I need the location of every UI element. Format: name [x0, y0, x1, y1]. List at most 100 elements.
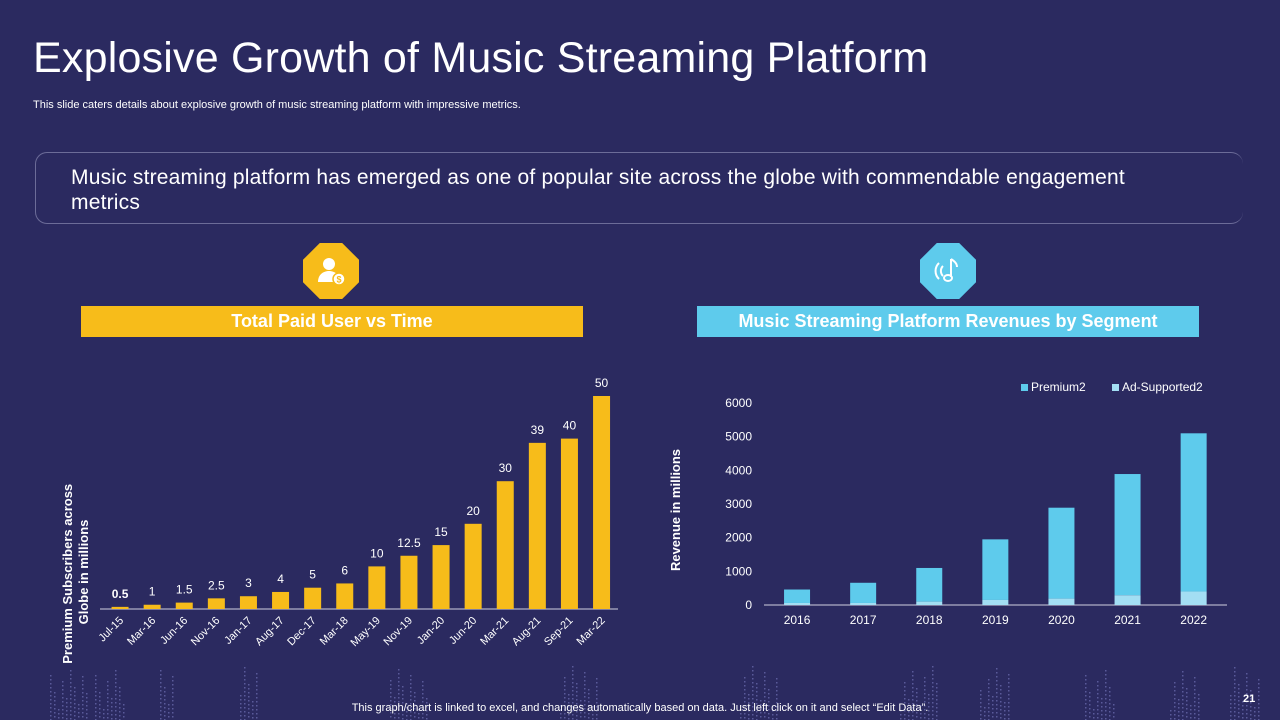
- deco-dot: [1101, 698, 1103, 700]
- deco-dot: [1000, 685, 1002, 687]
- deco-dot: [99, 716, 101, 718]
- deco-dot: [932, 706, 934, 708]
- deco-dot: [1004, 706, 1006, 708]
- deco-dot: [992, 696, 994, 698]
- deco-dot: [752, 666, 754, 668]
- deco-dot: [1105, 702, 1107, 704]
- deco-dot: [776, 718, 778, 720]
- deco-dot: [988, 679, 990, 681]
- deco-dot: [992, 708, 994, 710]
- deco-dot: [576, 699, 578, 701]
- deco-dot: [111, 718, 113, 720]
- deco-dot: [1000, 713, 1002, 715]
- deco-dot: [560, 709, 562, 711]
- deco-dot: [1198, 702, 1200, 704]
- deco-dot: [996, 680, 998, 682]
- deco-dot: [584, 676, 586, 678]
- deco-dot: [418, 717, 420, 719]
- deco-dot: [1089, 704, 1091, 706]
- chart-title-revenues: Music Streaming Platform Revenues by Seg…: [697, 306, 1199, 337]
- deco-dot: [426, 698, 428, 700]
- deco-dot: [924, 701, 926, 703]
- deco-dot: [932, 670, 934, 672]
- deco-dot: [928, 702, 930, 704]
- deco-dot: [752, 694, 754, 696]
- deco-dot: [244, 671, 246, 673]
- bar-Premium2-2016: [784, 589, 811, 603]
- deco-dot: [904, 686, 906, 688]
- deco-dot: [1085, 691, 1087, 693]
- deco-dot: [924, 705, 926, 707]
- deco-dot: [398, 669, 400, 671]
- deco-dot: [916, 692, 918, 694]
- deco-dot: [1085, 703, 1087, 705]
- deco-dot: [1178, 703, 1180, 705]
- deco-dot: [394, 713, 396, 715]
- deco-dot: [1258, 679, 1260, 681]
- deco-dot: [752, 670, 754, 672]
- deco-dot: [164, 703, 166, 705]
- deco-dot: [119, 699, 121, 701]
- deco-dot: [1198, 718, 1200, 720]
- bar-Premium2-2019: [982, 539, 1009, 600]
- y-tick-label: 0: [745, 598, 752, 612]
- deco-dot: [256, 689, 258, 691]
- deco-dot: [776, 698, 778, 700]
- deco-dot: [78, 708, 80, 710]
- deco-dot: [1250, 702, 1252, 704]
- deco-dot: [1246, 717, 1248, 719]
- data-label: 2.5: [208, 578, 225, 592]
- deco-dot: [50, 691, 52, 693]
- deco-dot: [912, 699, 914, 701]
- deco-dot: [1258, 703, 1260, 705]
- deco-dot: [588, 705, 590, 707]
- deco-dot: [70, 674, 72, 676]
- deco-dot: [764, 684, 766, 686]
- deco-dot: [1101, 718, 1103, 720]
- deco-dot: [1186, 696, 1188, 698]
- deco-dot: [402, 718, 404, 720]
- deco-dot: [1194, 705, 1196, 707]
- deco-dot: [912, 715, 914, 717]
- deco-dot: [1097, 697, 1099, 699]
- deco-dot: [564, 701, 566, 703]
- deco-dot: [744, 701, 746, 703]
- deco-dot: [414, 708, 416, 710]
- deco-dot: [936, 691, 938, 693]
- deco-dot: [95, 695, 97, 697]
- deco-dot: [1000, 701, 1002, 703]
- deco-dot: [996, 692, 998, 694]
- deco-dot: [1085, 711, 1087, 713]
- deco-dot: [748, 694, 750, 696]
- deco-dot: [904, 710, 906, 712]
- deco-dot: [1174, 698, 1176, 700]
- deco-dot: [752, 714, 754, 716]
- deco-dot: [54, 696, 56, 698]
- deco-dot: [422, 705, 424, 707]
- deco-dot: [248, 684, 250, 686]
- deco-dot: [58, 717, 60, 719]
- deco-dot: [768, 713, 770, 715]
- deco-dot: [1234, 675, 1236, 677]
- deco-dot: [980, 694, 982, 696]
- deco-dot: [248, 692, 250, 694]
- deco-dot: [256, 705, 258, 707]
- bar-May-19: [368, 566, 386, 609]
- deco-dot: [58, 709, 60, 711]
- deco-dot: [576, 691, 578, 693]
- deco-dot: [402, 694, 404, 696]
- deco-dot: [564, 709, 566, 711]
- deco-dot: [568, 694, 570, 696]
- deco-dot: [748, 714, 750, 716]
- deco-dot: [1234, 683, 1236, 685]
- deco-dot: [904, 682, 906, 684]
- deco-dot: [1004, 718, 1006, 720]
- x-tick-label: Mar-18: [318, 615, 351, 648]
- deco-dot: [1085, 715, 1087, 717]
- deco-dot: [588, 693, 590, 695]
- deco-dot: [584, 688, 586, 690]
- deco-dot: [70, 690, 72, 692]
- deco-dot: [560, 717, 562, 719]
- deco-dot: [160, 690, 162, 692]
- deco-dot: [422, 701, 424, 703]
